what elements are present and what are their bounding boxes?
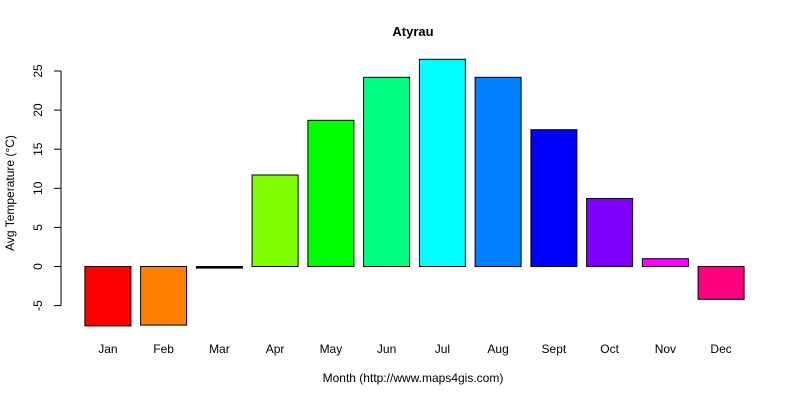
bar-dec: [697, 266, 745, 300]
y-axis-title: Avg Temperature (°C): [3, 135, 17, 251]
bars-group: [84, 58, 745, 327]
bar-jul: [418, 58, 466, 267]
x-tick-label-jul: Jul: [435, 342, 450, 356]
x-tick-label-aug: Aug: [487, 342, 508, 356]
bar-aug: [474, 76, 522, 267]
bar-oct: [586, 198, 634, 267]
y-tick-label: 15: [31, 142, 45, 156]
x-tick-label-apr: Apr: [266, 342, 285, 356]
bar-apr: [251, 174, 299, 267]
x-tick-label-oct: Oct: [600, 342, 619, 356]
y-tick-label: 25: [31, 64, 45, 78]
chart-title: Atyrau: [392, 24, 433, 39]
x-tick-label-sept: Sept: [542, 342, 567, 356]
x-tick-label-feb: Feb: [153, 342, 174, 356]
bar-may: [307, 119, 355, 267]
x-tick-label-jun: Jun: [377, 342, 396, 356]
y-tick-label: 20: [31, 103, 45, 117]
bar-sept: [530, 129, 578, 267]
y-tick-label: 5: [31, 224, 45, 231]
bar-feb: [140, 266, 188, 326]
x-axis-title: Month (http://www.maps4gis.com): [323, 371, 504, 385]
y-tick-label: -5: [31, 300, 45, 311]
x-axis-labels: Jan Feb Mar Apr May Jun Jul Aug Sept Oct Nov Dec: [98, 342, 732, 356]
x-tick-label-jan: Jan: [98, 342, 117, 356]
x-tick-label-may: May: [320, 342, 343, 356]
y-tick-label: 10: [31, 181, 45, 195]
bar-jan: [84, 266, 132, 327]
x-tick-label-dec: Dec: [710, 342, 731, 356]
y-axis-ticks: -5 0 5 10 15 20 25: [31, 64, 61, 311]
bar-jun: [363, 76, 411, 267]
y-tick-label: 0: [31, 263, 45, 270]
bar-nov: [641, 258, 689, 268]
x-tick-label-nov: Nov: [655, 342, 676, 356]
x-tick-label-mar: Mar: [209, 342, 230, 356]
bar-mar: [195, 266, 243, 269]
